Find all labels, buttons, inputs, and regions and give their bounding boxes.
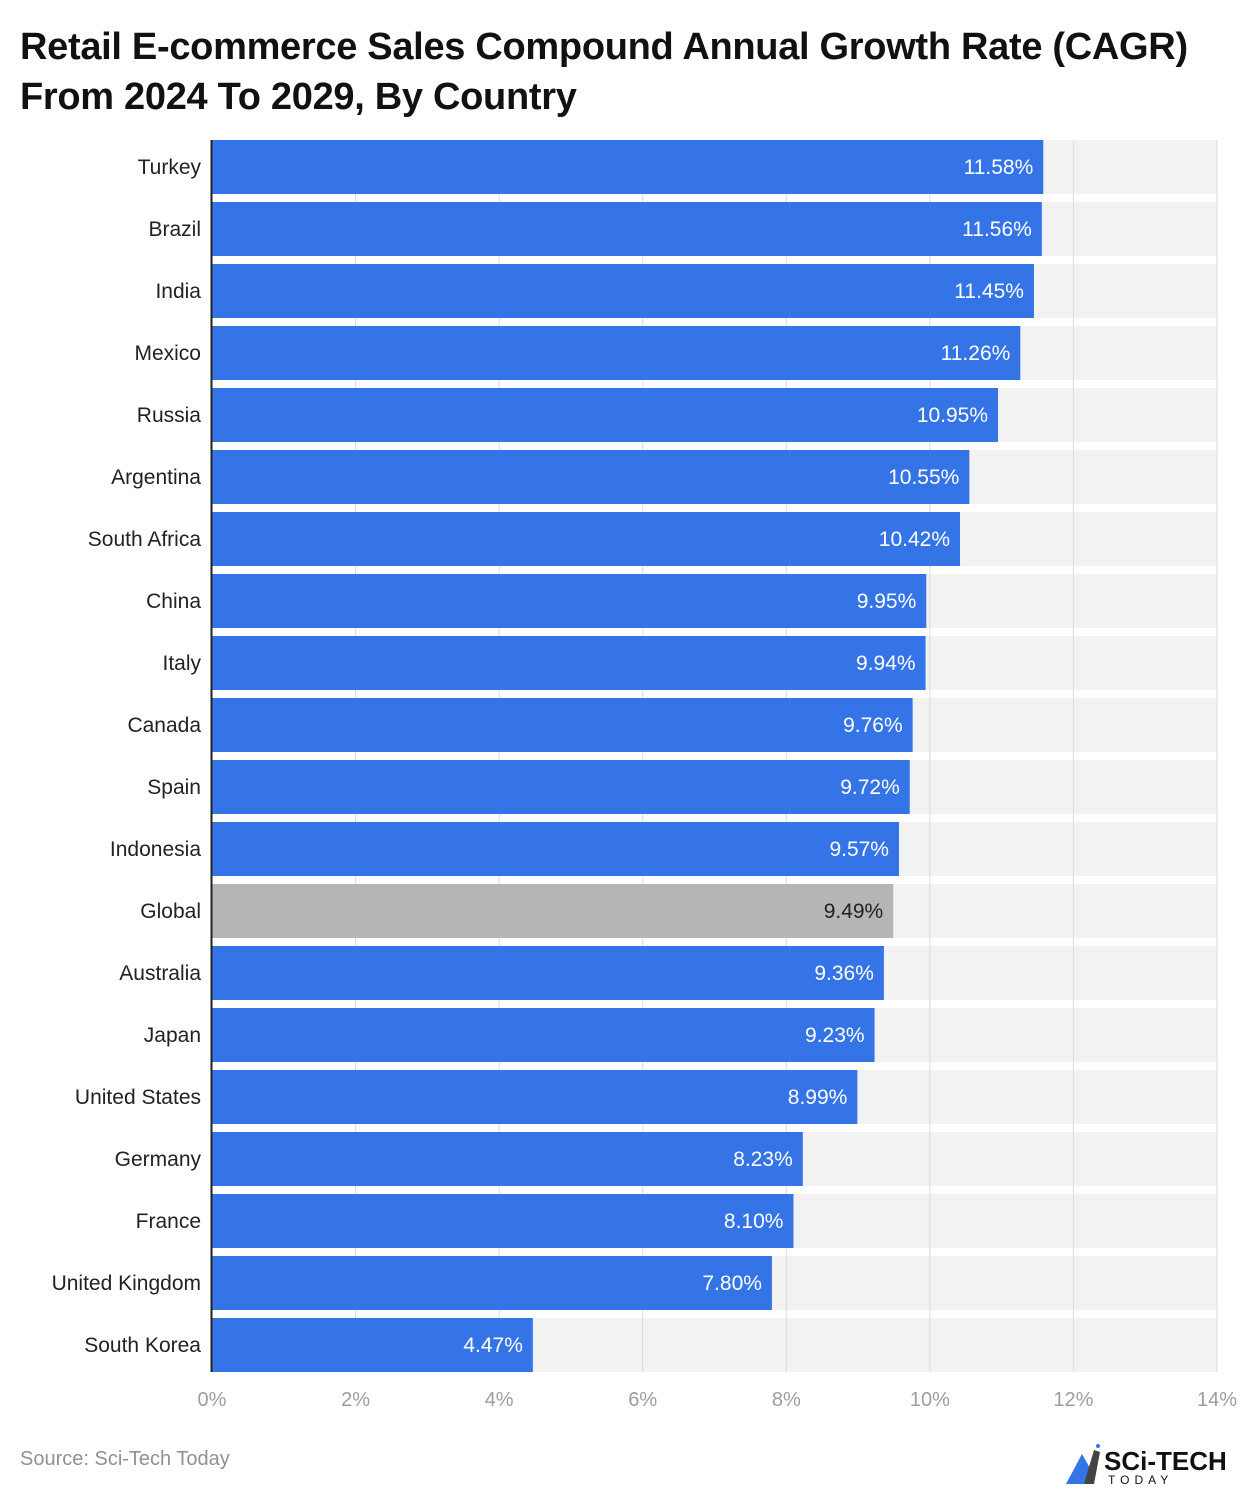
bar: [212, 450, 970, 504]
data-label: 10.42%: [879, 528, 950, 551]
bar: [212, 1070, 858, 1124]
bar: [212, 512, 961, 566]
category-label: Brazil: [148, 218, 201, 241]
category-label: Russia: [137, 404, 202, 427]
bar: [212, 946, 884, 1000]
bar: [212, 388, 999, 442]
category-label: Mexico: [134, 342, 201, 365]
data-label: 11.45%: [954, 280, 1024, 303]
category-label: France: [136, 1210, 201, 1233]
category-label: United Kingdom: [52, 1272, 201, 1295]
category-label: Australia: [119, 962, 201, 985]
data-label: 11.26%: [941, 342, 1011, 365]
data-label: 11.56%: [962, 218, 1032, 241]
data-label: 10.55%: [888, 466, 959, 489]
bar: [212, 326, 1021, 380]
category-label: Global: [140, 900, 201, 923]
chart-title: Retail E-commerce Sales Compound Annual …: [20, 26, 1188, 118]
bar: [212, 1194, 794, 1248]
category-label: South Africa: [88, 528, 202, 551]
data-label: 11.58%: [964, 156, 1034, 179]
category-label: South Korea: [84, 1334, 201, 1357]
bar: [212, 1318, 533, 1372]
bar: [212, 822, 899, 876]
category-label: Germany: [115, 1148, 202, 1171]
category-label: India: [155, 280, 201, 303]
bar: [212, 574, 927, 628]
bar-chart: 0% 2% 4% 6% 8% 10% 12% 14% Turkey 11.58% Brazil 11.…: [52, 140, 1237, 1411]
x-tick-label: 12%: [1053, 1389, 1093, 1411]
sci-tech-today-logo: SCi-TECH TODAY: [1066, 1444, 1227, 1487]
data-label: 8.10%: [724, 1210, 784, 1233]
source-note: Source: Sci-Tech Today: [20, 1448, 230, 1470]
x-tick-label: 10%: [910, 1389, 950, 1411]
x-tick-label: 6%: [628, 1389, 657, 1411]
x-tick-label: 0%: [198, 1389, 227, 1411]
bar: [212, 1132, 803, 1186]
data-label: 9.72%: [840, 776, 900, 799]
category-label: Turkey: [138, 156, 202, 179]
category-label: Argentina: [111, 466, 201, 489]
bar: [212, 140, 1044, 194]
data-label: 7.80%: [702, 1272, 762, 1295]
data-label: 8.23%: [733, 1148, 793, 1171]
category-label: China: [146, 590, 201, 613]
category-label: Spain: [147, 776, 201, 799]
data-label: 9.49%: [824, 900, 884, 923]
category-label: Indonesia: [110, 838, 201, 861]
data-label: 9.95%: [857, 590, 917, 613]
bar: [212, 760, 910, 814]
category-label: Japan: [144, 1024, 201, 1047]
data-label: 9.36%: [814, 962, 874, 985]
x-tick-label: 2%: [341, 1389, 370, 1411]
category-label: Italy: [162, 652, 201, 675]
bar: [212, 202, 1042, 256]
x-tick-label: 4%: [485, 1389, 514, 1411]
bar: [212, 1256, 772, 1310]
data-label: 4.47%: [463, 1334, 523, 1357]
category-label: United States: [75, 1086, 201, 1109]
bar: [212, 884, 894, 938]
x-tick-label: 14%: [1197, 1389, 1237, 1411]
bar: [212, 698, 913, 752]
bar: [212, 1008, 875, 1062]
data-label: 9.57%: [829, 838, 889, 861]
data-label: 10.95%: [917, 404, 988, 427]
bar: [212, 636, 926, 690]
data-label: 9.23%: [805, 1024, 865, 1047]
bar: [212, 264, 1034, 318]
data-label: 9.94%: [856, 652, 916, 675]
x-tick-label: 8%: [772, 1389, 801, 1411]
data-label: 9.76%: [843, 714, 903, 737]
category-label: Canada: [127, 714, 201, 737]
svg-text:TODAY: TODAY: [1108, 1473, 1173, 1487]
data-label: 8.99%: [788, 1086, 848, 1109]
svg-text:SCi-TECH: SCi-TECH: [1104, 1446, 1227, 1476]
